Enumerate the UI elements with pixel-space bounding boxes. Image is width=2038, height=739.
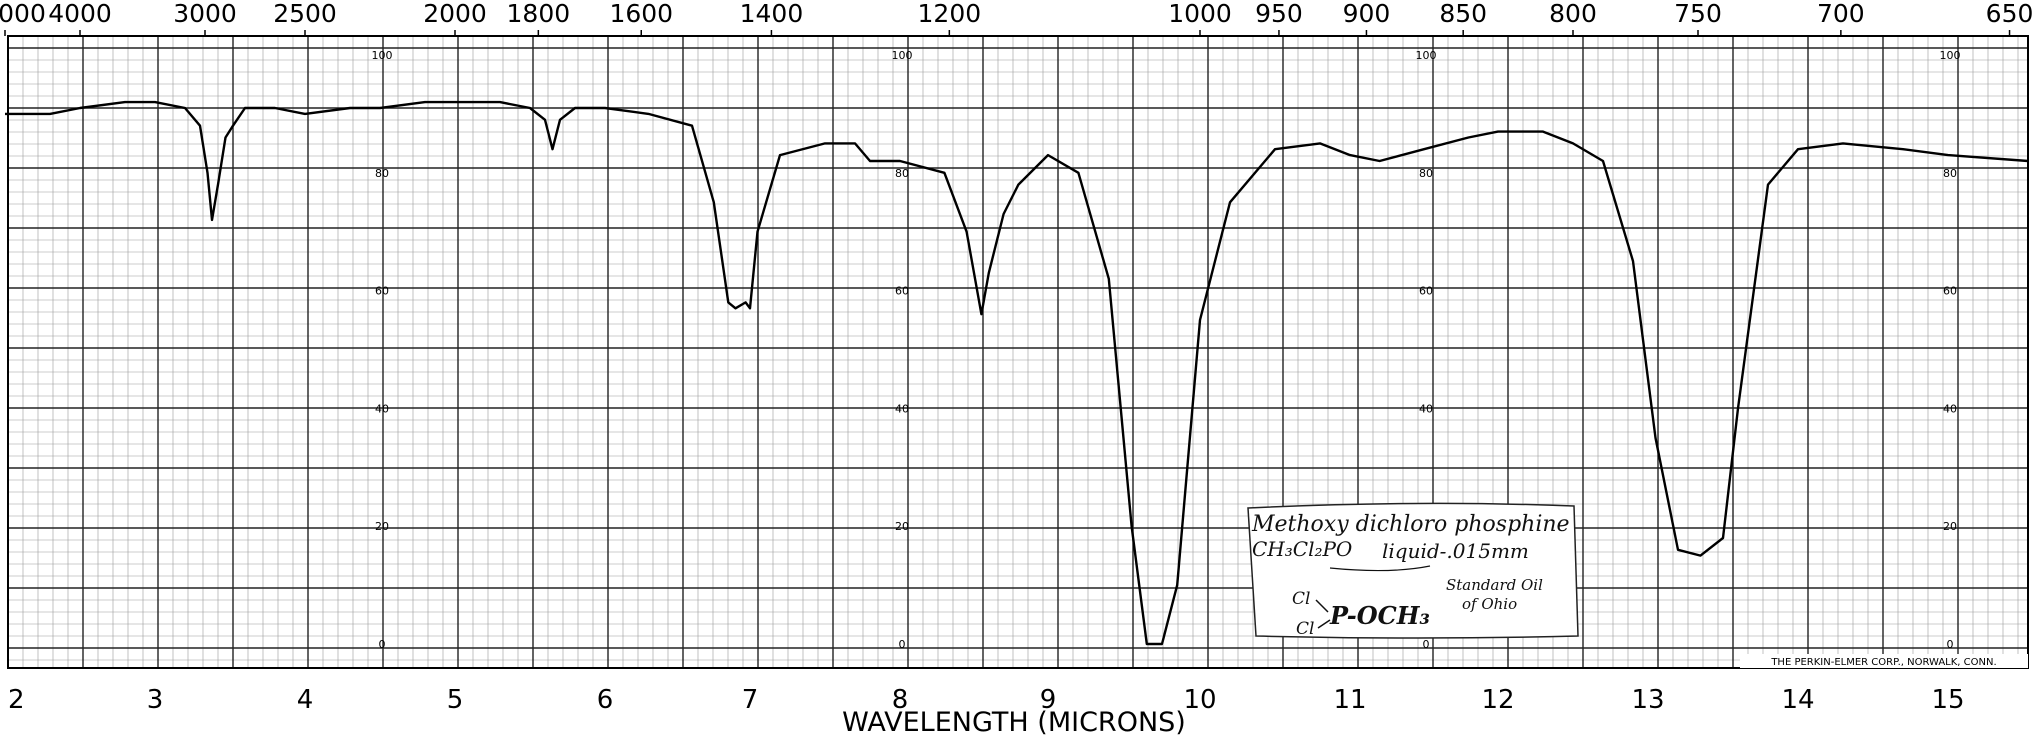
x-tick-label: 2 — [8, 685, 25, 715]
x2-tick-label: 1600 — [609, 0, 673, 28]
x2-tick-label: 1800 — [507, 0, 571, 28]
y-scale-label: 20 — [375, 520, 389, 533]
y-scale-label: 60 — [375, 285, 389, 298]
y-scale-label: 60 — [1943, 285, 1957, 298]
x2-tick-label: 800 — [1549, 0, 1597, 28]
structure-cl-top: Cl — [1292, 589, 1310, 609]
x2-tick-label: 1000 — [1168, 0, 1232, 28]
y-scale-label: 40 — [375, 402, 389, 415]
y-scale-label: 0 — [1423, 638, 1430, 651]
y-scale-label: 100 — [372, 49, 393, 62]
x2-tick-label: 650 — [1986, 0, 2034, 28]
x-tick-label: 3 — [147, 685, 164, 715]
x2-tick-label: 2500 — [273, 0, 337, 28]
x-tick-label: 7 — [742, 685, 759, 715]
x-tick-label: 13 — [1631, 685, 1664, 715]
annotation-sample: liquid-.015mm — [1382, 539, 1529, 563]
y-scale-label: 0 — [1947, 638, 1954, 651]
x2-tick-label: 850 — [1439, 0, 1487, 28]
x2-tick-label: 000 — [0, 0, 46, 28]
x-tick-label: 10 — [1183, 685, 1216, 715]
structure-cl-bottom: Cl — [1296, 619, 1314, 639]
y-scale-label: 0 — [379, 638, 386, 651]
x2-tick-label: 950 — [1255, 0, 1303, 28]
x-tick-label: 14 — [1781, 685, 1814, 715]
x2-tick-label: 700 — [1817, 0, 1865, 28]
wavelength-axis: 2 3 4 5 6 7 8 9 10 11 12 13 14 15 — [8, 685, 1965, 715]
y-scale-label: 60 — [895, 285, 909, 298]
y-scale-label: 40 — [1419, 402, 1433, 415]
y-scale-label: 0 — [899, 638, 906, 651]
y-scale-label: 100 — [1940, 49, 1961, 62]
x2-tick-label: 1400 — [740, 0, 804, 28]
y-scale-label: 80 — [1419, 167, 1433, 180]
structure-group: P-OCH₃ — [1329, 601, 1430, 630]
y-scale-label: 80 — [375, 167, 389, 180]
y-scale-label: 20 — [895, 520, 909, 533]
annotation-formula: CH₃Cl₂PO — [1252, 537, 1352, 561]
x-axis-title: WAVELENGTH (MICRONS) — [842, 707, 1186, 738]
sample-annotation: Methoxy dichloro phosphine CH₃Cl₂PO liqu… — [1247, 502, 1579, 639]
y-scale-label: 100 — [892, 49, 913, 62]
x-tick-label: 11 — [1333, 685, 1366, 715]
wavenumber-axis: 000 4000 3000 2500 2000 1800 1600 1400 1200 1000 9… — [0, 0, 2033, 36]
y-scale-label: 60 — [1419, 285, 1433, 298]
x-tick-label: 9 — [1040, 685, 1057, 715]
plot-frame — [7, 35, 2029, 669]
x-tick-label: 12 — [1481, 685, 1514, 715]
y-scale-label: 40 — [895, 402, 909, 415]
series-line — [5, 100, 2029, 646]
annotation-compound-name: Methoxy dichloro phosphine — [1251, 512, 1570, 537]
x2-tick-label: 750 — [1674, 0, 1722, 28]
y-scale-label: 20 — [1943, 520, 1957, 533]
x2-tick-label: 900 — [1343, 0, 1391, 28]
manufacturer-credit: THE PERKIN-ELMER CORP., NORWALK, CONN. — [1740, 654, 2028, 668]
y-scale-label: 100 — [1416, 49, 1437, 62]
y-scale-label: 80 — [895, 167, 909, 180]
x2-tick-label: 3000 — [173, 0, 237, 28]
major-gridlines — [7, 35, 2029, 669]
x2-tick-label: 2000 — [423, 0, 487, 28]
x-tick-label: 15 — [1931, 685, 1964, 715]
y-scale-label: 80 — [1943, 167, 1957, 180]
credit-text: THE PERKIN-ELMER CORP., NORWALK, CONN. — [1770, 657, 1996, 668]
y-scale-label: 40 — [1943, 402, 1957, 415]
x-tick-label: 5 — [447, 685, 464, 715]
annotation-source-1: Standard Oil — [1446, 576, 1543, 594]
x-tick-label: 6 — [597, 685, 614, 715]
x-tick-label: 4 — [297, 685, 314, 715]
x2-tick-label: 1200 — [918, 0, 982, 28]
annotation-source-2: of Ohio — [1462, 595, 1517, 613]
x2-tick-label: 4000 — [48, 0, 112, 28]
x-tick-label: 8 — [892, 685, 909, 715]
